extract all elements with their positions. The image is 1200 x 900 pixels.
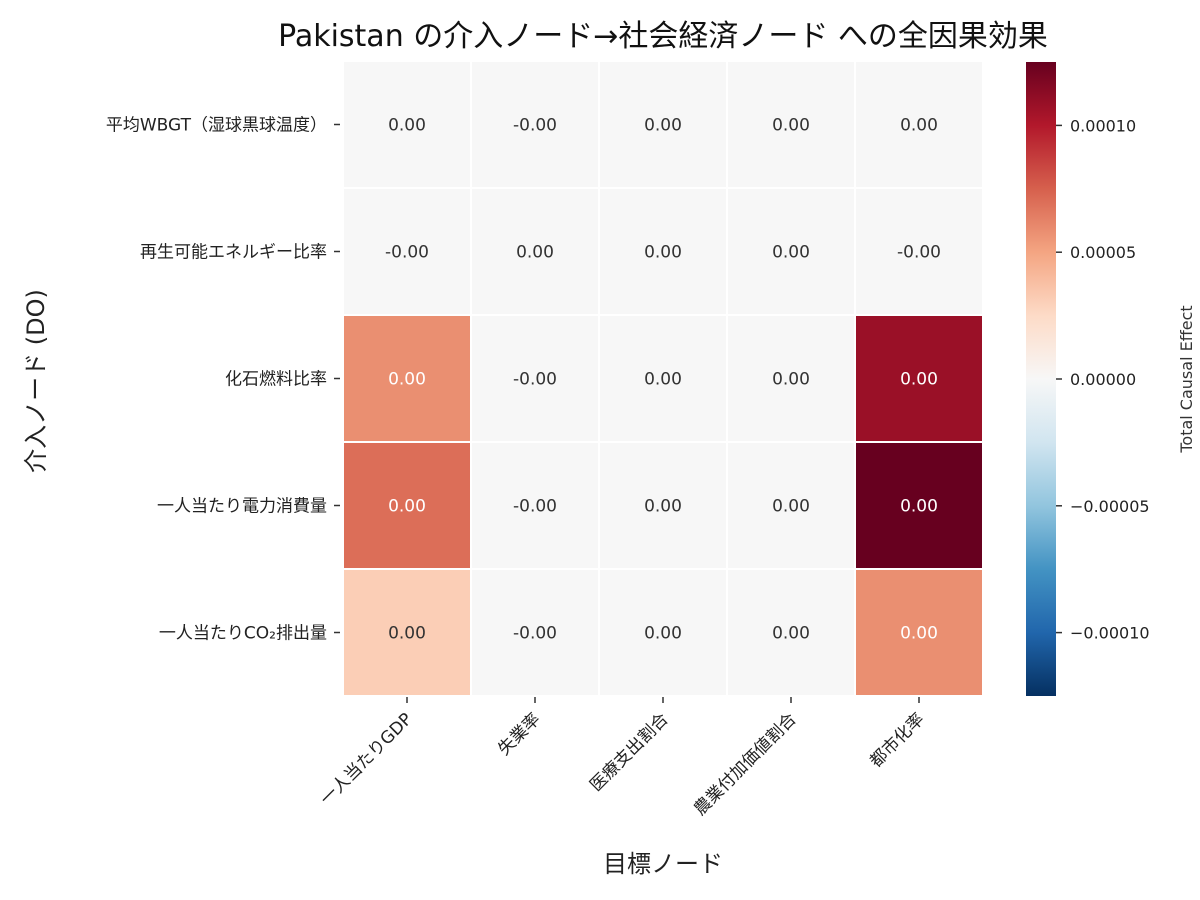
- heatmap-cell: [472, 443, 598, 568]
- y-tick-label: 平均WBGT（湿球黒球温度）: [106, 116, 327, 136]
- heatmap-cell: [344, 443, 470, 568]
- heatmap-cell: [856, 443, 982, 568]
- cell-annotation: 0.00: [772, 497, 810, 517]
- x-tick-label: 一人当たりGDP: [316, 709, 416, 809]
- heatmap-cell: [472, 189, 598, 314]
- cell-annotation: 0.00: [644, 624, 682, 644]
- y-tick-label: 一人当たり電力消費量: [157, 497, 327, 517]
- heatmap-cell: [856, 189, 982, 314]
- cell-annotation: 0.00: [516, 243, 554, 263]
- cell-annotation: -0.00: [897, 243, 941, 263]
- heatmap-cell: [856, 570, 982, 695]
- colorbar-tick-label: 0.00010: [1070, 116, 1136, 135]
- heatmap-cell: [856, 62, 982, 187]
- y-axis-label: 介入ノード (DO): [22, 289, 50, 473]
- cell-annotation: 0.00: [772, 624, 810, 644]
- heatmap-cell: [728, 570, 854, 695]
- x-tick-label: 都市化率: [866, 709, 928, 771]
- heatmap-cell: [600, 316, 726, 441]
- y-tick-label: 一人当たりCO₂排出量: [159, 624, 327, 644]
- heatmap-cell: [472, 316, 598, 441]
- heatmap-cell: [600, 443, 726, 568]
- heatmap-cell: [472, 62, 598, 187]
- cell-annotation: -0.00: [513, 370, 557, 390]
- colorbar-tick-label: 0.00000: [1070, 370, 1136, 389]
- x-axis-label: 目標ノード: [603, 850, 723, 878]
- chart-title: Pakistan の介入ノード→社会経済ノード への全因果効果: [278, 19, 1048, 54]
- heatmap-cell: [728, 62, 854, 187]
- heatmap-cell: [600, 570, 726, 695]
- heatmap-cell: [600, 62, 726, 187]
- cell-annotation: 0.00: [900, 370, 938, 390]
- colorbar-tick-label: 0.00005: [1070, 243, 1136, 262]
- cell-annotation: -0.00: [513, 116, 557, 136]
- cell-annotation: 0.00: [772, 370, 810, 390]
- cell-annotation: 0.00: [644, 243, 682, 263]
- y-tick-labels: 平均WBGT（湿球黒球温度） 再生可能エネルギー比率化石燃料比率一人当たり電力消費…: [106, 116, 340, 644]
- cell-annotation: -0.00: [385, 243, 429, 263]
- heatmap-cell: [344, 570, 470, 695]
- heatmap-cell: [600, 189, 726, 314]
- heatmap-cell: [728, 443, 854, 568]
- cell-annotation: 0.00: [900, 116, 938, 136]
- colorbar-tick-label: −0.00005: [1070, 497, 1150, 516]
- cell-annotation: 0.00: [772, 116, 810, 136]
- cell-annotation: 0.00: [644, 116, 682, 136]
- colorbar-tick-label: −0.00010: [1070, 624, 1150, 643]
- x-tick-label: 失業率: [494, 709, 544, 759]
- cell-annotation: 0.00: [388, 116, 426, 136]
- cell-annotation: -0.00: [513, 624, 557, 644]
- cell-annotation: 0.00: [644, 497, 682, 517]
- heatmap-cells: 0.00 -0.00 0.00 0.00 0.00 -0.00 0.00 0.00 0.00 -0…: [344, 62, 982, 695]
- cell-annotation: 0.00: [900, 624, 938, 644]
- cell-annotation: 0.00: [388, 624, 426, 644]
- cell-annotation: 0.00: [900, 497, 938, 517]
- cell-annotation: 0.00: [772, 243, 810, 263]
- heatmap-cell: [728, 189, 854, 314]
- colorbar-label: Total Causal Effect: [1177, 305, 1196, 453]
- heatmap-cell: [344, 62, 470, 187]
- cell-annotation: 0.00: [388, 497, 426, 517]
- colorbar: [1026, 62, 1056, 696]
- heatmap-cell: [472, 570, 598, 695]
- y-tick-label: 化石燃料比率: [225, 370, 327, 390]
- heatmap-cell: [728, 316, 854, 441]
- y-tick-label: 再生可能エネルギー比率: [140, 243, 327, 263]
- x-tick-label: 農業付加価値割合: [690, 709, 800, 819]
- heatmap-cell: [344, 189, 470, 314]
- cell-annotation: 0.00: [388, 370, 426, 390]
- heatmap-cell: [856, 316, 982, 441]
- cell-annotation: 0.00: [644, 370, 682, 390]
- colorbar-ticks: 0.00010 0.00005 0.00000 −0.00005 −0.00010: [1056, 116, 1150, 643]
- cell-annotation: -0.00: [513, 497, 557, 517]
- x-tick-label: 医療支出割合: [586, 709, 672, 795]
- heatmap-cell: [344, 316, 470, 441]
- x-tick-labels: 一人当たりGDP 失業率 医療支出割合 農業付加価値割合 都市化率: [316, 697, 929, 820]
